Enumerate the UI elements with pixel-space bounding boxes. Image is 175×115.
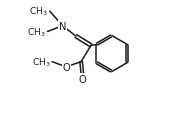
Text: O: O — [62, 62, 70, 72]
Text: CH$_3$: CH$_3$ — [27, 26, 46, 38]
Text: N: N — [59, 22, 66, 31]
Text: CH$_3$: CH$_3$ — [29, 6, 48, 18]
Text: CH$_3$: CH$_3$ — [32, 56, 50, 68]
Text: O: O — [79, 74, 87, 84]
